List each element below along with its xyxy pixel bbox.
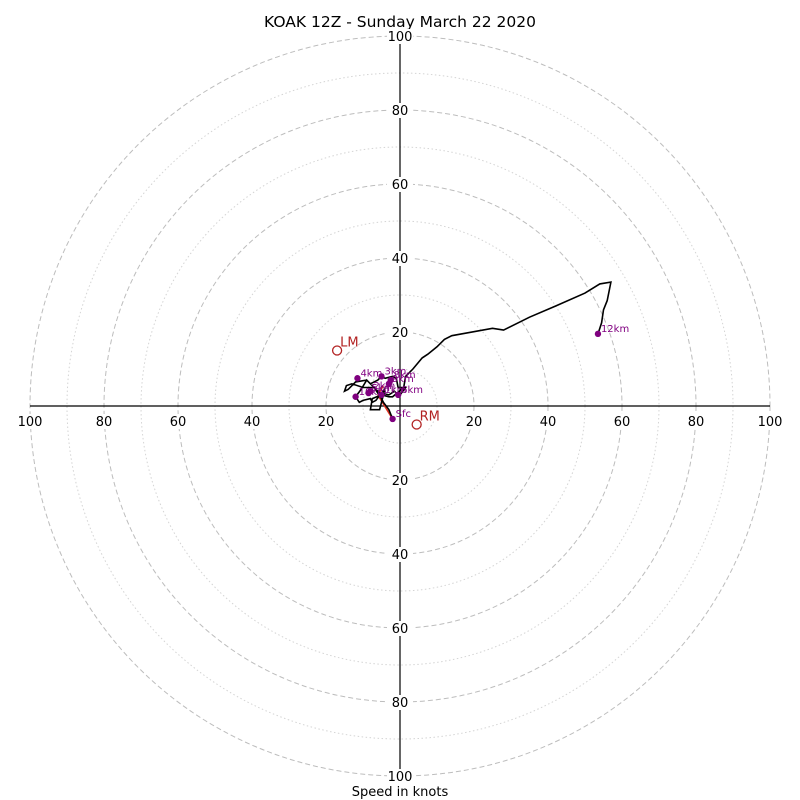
height-marker-dot xyxy=(378,391,385,399)
tick-label-bg xyxy=(609,414,635,429)
height-marker-label: 2km xyxy=(373,381,395,392)
height-marker-dot xyxy=(352,393,359,400)
height-marker-dot xyxy=(354,375,361,382)
height-marker-label: Sfc xyxy=(396,409,411,420)
x-axis-label: Speed in knots xyxy=(352,785,449,800)
shear-vector xyxy=(377,394,394,420)
tick-label-bg xyxy=(683,414,709,429)
tick-label-bg xyxy=(91,414,117,429)
storm-motion-circle xyxy=(411,419,422,430)
height-marker-label: 10km xyxy=(359,387,387,398)
tick-label-bg xyxy=(387,473,413,488)
tick-label-bg xyxy=(387,547,413,562)
height-marker-dot xyxy=(394,391,402,399)
tick-label-bg xyxy=(387,695,413,710)
tick-label-bg xyxy=(387,621,413,636)
tick-label-bg xyxy=(387,177,413,192)
height-marker-label: 1km xyxy=(385,385,407,396)
storm-motion-label: LM xyxy=(340,336,358,351)
height-marker-label: 4km xyxy=(360,368,382,379)
tick-label: 80 xyxy=(392,104,409,119)
tick-label: 80 xyxy=(96,415,113,430)
tick-label-bg xyxy=(535,414,561,429)
height-marker-label: 5km xyxy=(372,383,394,394)
tick-label-bg xyxy=(17,414,43,429)
height-marker-dot xyxy=(365,389,372,397)
height-marker-dot xyxy=(389,415,396,423)
tick-label: 60 xyxy=(392,178,409,193)
tick-label-bg xyxy=(757,414,783,429)
height-marker-label: 3km xyxy=(385,366,407,377)
height-marker-label: 6km xyxy=(401,385,423,396)
height-marker-label: 8km xyxy=(394,370,416,381)
chart-title: KOAK 12Z - Sunday March 22 2020 xyxy=(264,13,536,31)
tick-label: 20 xyxy=(318,415,335,430)
tick-label-bg xyxy=(313,414,339,429)
tick-label-bg xyxy=(387,29,413,44)
height-marker-label: 9km xyxy=(392,374,414,385)
tick-label: 100 xyxy=(388,770,413,785)
height-marker-dot xyxy=(385,380,393,387)
height-marker-dot xyxy=(378,373,385,380)
hodograph-trace xyxy=(343,281,612,420)
wind-trace xyxy=(343,281,612,420)
tick-label: 60 xyxy=(392,622,409,637)
tick-label: 40 xyxy=(392,252,409,267)
tick-label-bg xyxy=(387,251,413,266)
tick-label: 40 xyxy=(244,415,261,430)
tick-label: 20 xyxy=(392,474,409,489)
storm-motion-label: RM xyxy=(420,410,440,425)
tick-label-bg xyxy=(387,325,413,340)
tick-label-bg xyxy=(387,103,413,118)
tick-label: 40 xyxy=(392,548,409,563)
height-marker-dot xyxy=(594,330,602,338)
tick-label: 40 xyxy=(540,415,557,430)
storm-motion-circle xyxy=(331,345,343,356)
tick-label: 20 xyxy=(466,415,483,430)
axes xyxy=(30,36,770,776)
tick-label: 20 xyxy=(392,326,409,341)
tick-label: 60 xyxy=(170,415,187,430)
tick-label-bg xyxy=(165,414,191,429)
tick-labels: 20 20 20 20 40 40 40 40 60 60 60 60 80 80 80 80 100 100 10… xyxy=(17,29,783,785)
storm-motion-markers: LM RM xyxy=(331,336,440,430)
tick-label-bg xyxy=(239,414,265,429)
tick-label: 100 xyxy=(758,415,783,430)
tick-label: 80 xyxy=(392,696,409,711)
tick-label: 100 xyxy=(388,30,413,45)
tick-label: 100 xyxy=(18,415,43,430)
tick-label-bg xyxy=(387,769,413,784)
tick-label-bg xyxy=(461,414,487,429)
tick-label: 80 xyxy=(688,415,705,430)
height-marker-label: 12km xyxy=(601,324,629,335)
tick-label: 60 xyxy=(614,415,631,430)
